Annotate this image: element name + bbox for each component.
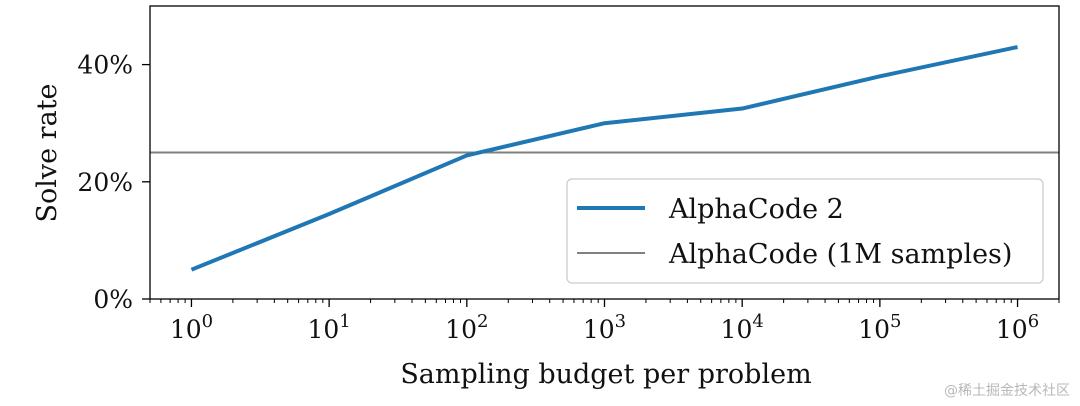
watermark: @稀土掘金技术社区 — [944, 383, 1070, 399]
x-minor-ticks — [149, 299, 1060, 303]
plot-frame — [149, 5, 1060, 300]
legend-box — [566, 178, 1044, 284]
x-tick-label: 105 — [858, 311, 901, 344]
legend: AlphaCode 2 AlphaCode (1M samples) — [566, 178, 1044, 284]
x-tick-label: 103 — [583, 311, 626, 344]
x-tick-label: 100 — [170, 311, 213, 344]
y-axis-label: Solve rate — [32, 83, 63, 222]
x-tick-label: 102 — [445, 311, 488, 344]
x-tick-label: 104 — [721, 311, 764, 344]
x-axis-label: Sampling budget per problem — [400, 359, 811, 390]
y-tick-label: 0% — [93, 285, 133, 314]
legend-label-alphacode-1m: AlphaCode (1M samples) — [668, 239, 1012, 270]
x-tick-label: 106 — [996, 311, 1039, 344]
legend-label-alphacode-2: AlphaCode 2 — [668, 194, 844, 225]
series-lines — [190, 45, 1018, 272]
y-tick-label: 20% — [77, 168, 133, 197]
y-tick-label: 40% — [77, 51, 133, 80]
y-tick-labels: 0% 20% 40% — [77, 51, 133, 314]
axis-ticks — [142, 63, 1019, 307]
x-tick-labels: 100 101 102 103 104 105 106 — [170, 311, 1039, 344]
x-tick-label: 101 — [307, 311, 350, 344]
